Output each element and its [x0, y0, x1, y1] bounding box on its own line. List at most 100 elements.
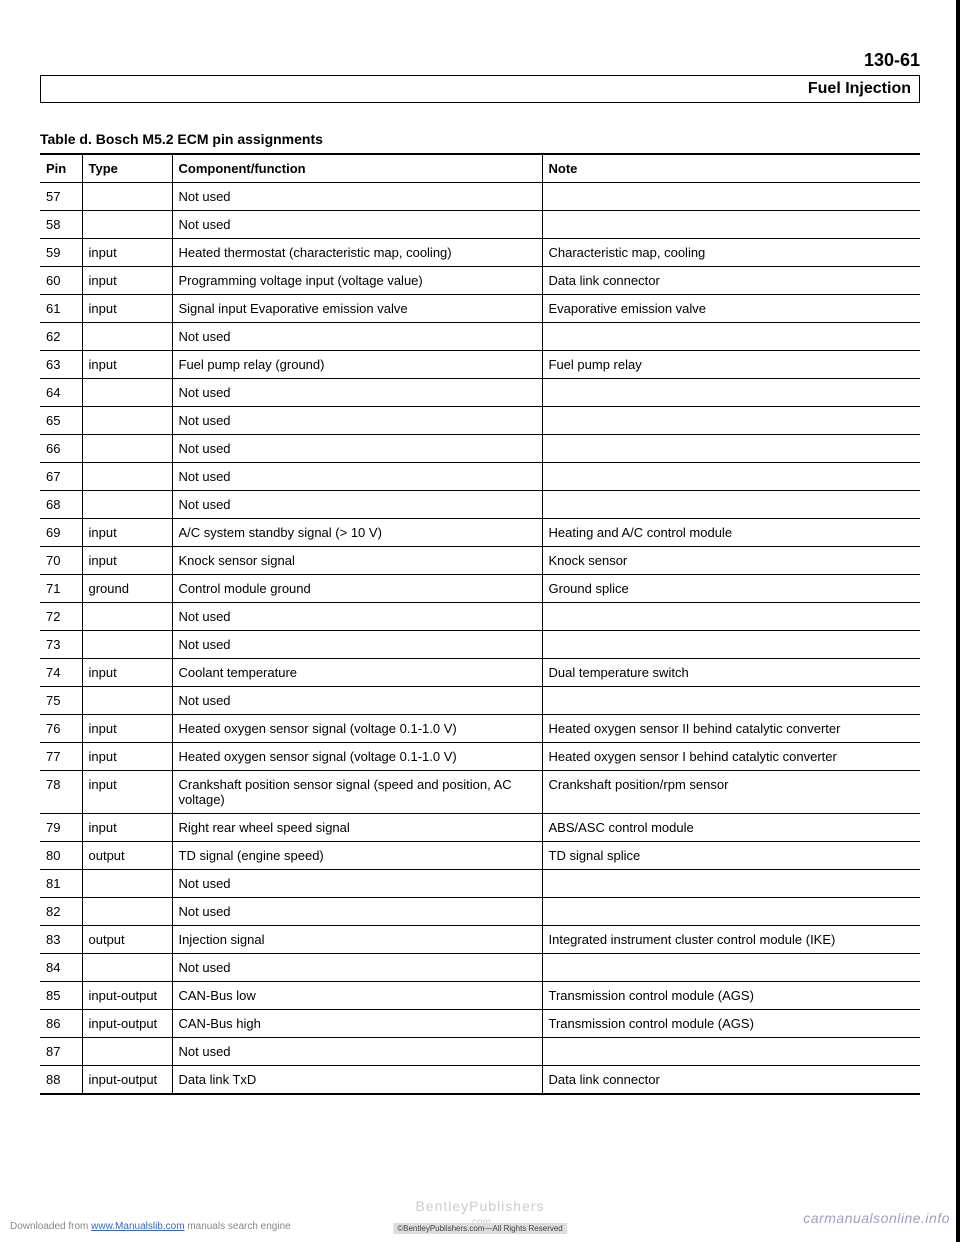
cell-component: Not used [172, 323, 542, 351]
cell-note: Characteristic map, cooling [542, 239, 920, 267]
table-row: 82Not used [40, 898, 920, 926]
table-row: 75Not used [40, 687, 920, 715]
cell-type: input-output [82, 1010, 172, 1038]
table-row: 85input-outputCAN-Bus lowTransmission co… [40, 982, 920, 1010]
cell-note [542, 1038, 920, 1066]
footer-left-prefix: Downloaded from [10, 1221, 91, 1232]
cell-pin: 86 [40, 1010, 82, 1038]
cell-note: Crankshaft position/rpm sensor [542, 771, 920, 814]
cell-component: Fuel pump relay (ground) [172, 351, 542, 379]
cell-pin: 88 [40, 1066, 82, 1095]
cell-component: TD signal (engine speed) [172, 842, 542, 870]
cell-note: TD signal splice [542, 842, 920, 870]
cell-type [82, 407, 172, 435]
page-number: 130-61 [40, 50, 920, 71]
cell-component: CAN-Bus low [172, 982, 542, 1010]
cell-pin: 67 [40, 463, 82, 491]
cell-pin: 83 [40, 926, 82, 954]
cell-type: input [82, 351, 172, 379]
table-row: 62 Not used [40, 323, 920, 351]
table-caption: Table d. Bosch M5.2 ECM pin assignments [40, 131, 920, 147]
table-row: 77inputHeated oxygen sensor signal (volt… [40, 743, 920, 771]
cell-pin: 72 [40, 603, 82, 631]
table-row: 67Not used [40, 463, 920, 491]
cell-pin: 69 [40, 519, 82, 547]
table-row: 87Not used [40, 1038, 920, 1066]
cell-type: input [82, 659, 172, 687]
cell-pin: 66 [40, 435, 82, 463]
col-header-note: Note [542, 154, 920, 183]
cell-note: Evaporative emission valve [542, 295, 920, 323]
table-row: 71groundControl module groundGround spli… [40, 575, 920, 603]
col-header-type: Type [82, 154, 172, 183]
cell-component: Heated oxygen sensor signal (voltage 0.1… [172, 715, 542, 743]
cell-pin: 73 [40, 631, 82, 659]
cell-note [542, 870, 920, 898]
cell-type: input-output [82, 1066, 172, 1095]
cell-pin: 57 [40, 183, 82, 211]
cell-component: Control module ground [172, 575, 542, 603]
cell-note [542, 491, 920, 519]
cell-component: Not used [172, 211, 542, 239]
cell-type [82, 183, 172, 211]
footer-watermark: ©BentleyPublishers.com—All Rights Reserv… [393, 1223, 567, 1234]
footer-left-suffix: manuals search engine [185, 1221, 291, 1232]
cell-pin: 62 [40, 323, 82, 351]
cell-note: Fuel pump relay [542, 351, 920, 379]
cell-component: Data link TxD [172, 1066, 542, 1095]
table-row: 66Not used [40, 435, 920, 463]
cell-note: ABS/ASC control module [542, 814, 920, 842]
table-row: 84Not used [40, 954, 920, 982]
cell-component: Not used [172, 631, 542, 659]
cell-note [542, 898, 920, 926]
table-row: 58 Not used [40, 211, 920, 239]
table-row: 86input-outputCAN-Bus highTransmission c… [40, 1010, 920, 1038]
cell-note [542, 211, 920, 239]
cell-component: Not used [172, 603, 542, 631]
cell-component: Not used [172, 898, 542, 926]
section-title: Fuel Injection [40, 75, 920, 103]
cell-type [82, 1038, 172, 1066]
cell-pin: 81 [40, 870, 82, 898]
table-row: 57Not used [40, 183, 920, 211]
table-row: 72 Not used [40, 603, 920, 631]
cell-type [82, 323, 172, 351]
cell-pin: 79 [40, 814, 82, 842]
cell-pin: 76 [40, 715, 82, 743]
cell-component: Not used [172, 687, 542, 715]
table-row: 70inputKnock sensor signalKnock sensor [40, 547, 920, 575]
cell-note: Heated oxygen sensor II behind catalytic… [542, 715, 920, 743]
cell-component: Injection signal [172, 926, 542, 954]
footer-left: Downloaded from www.Manualslib.com manua… [10, 1221, 291, 1232]
table-row: 83outputInjection signalIntegrated instr… [40, 926, 920, 954]
cell-pin: 71 [40, 575, 82, 603]
cell-component: Not used [172, 407, 542, 435]
cell-type: output [82, 926, 172, 954]
cell-component: Knock sensor signal [172, 547, 542, 575]
cell-note: Knock sensor [542, 547, 920, 575]
cell-component: Not used [172, 491, 542, 519]
cell-type [82, 687, 172, 715]
cell-pin: 61 [40, 295, 82, 323]
cell-pin: 58 [40, 211, 82, 239]
table-row: 69inputA/C system standby signal (> 10 V… [40, 519, 920, 547]
cell-note [542, 687, 920, 715]
col-header-pin: Pin [40, 154, 82, 183]
cell-type [82, 211, 172, 239]
footer-link[interactable]: www.Manualslib.com [91, 1221, 184, 1232]
cell-type [82, 603, 172, 631]
cell-component: Right rear wheel speed signal [172, 814, 542, 842]
cell-type: input [82, 715, 172, 743]
cell-component: Heated thermostat (characteristic map, c… [172, 239, 542, 267]
table-row: 59inputHeated thermostat (characteristic… [40, 239, 920, 267]
table-row: 79inputRight rear wheel speed signalABS/… [40, 814, 920, 842]
table-row: 81Not used [40, 870, 920, 898]
cell-note [542, 183, 920, 211]
table-row: 78inputCrankshaft position sensor signal… [40, 771, 920, 814]
cell-pin: 60 [40, 267, 82, 295]
table-header-row: Pin Type Component/function Note [40, 154, 920, 183]
cell-type: input [82, 814, 172, 842]
table-row: 60inputProgramming voltage input (voltag… [40, 267, 920, 295]
cell-pin: 68 [40, 491, 82, 519]
cell-note: Heated oxygen sensor I behind catalytic … [542, 743, 920, 771]
